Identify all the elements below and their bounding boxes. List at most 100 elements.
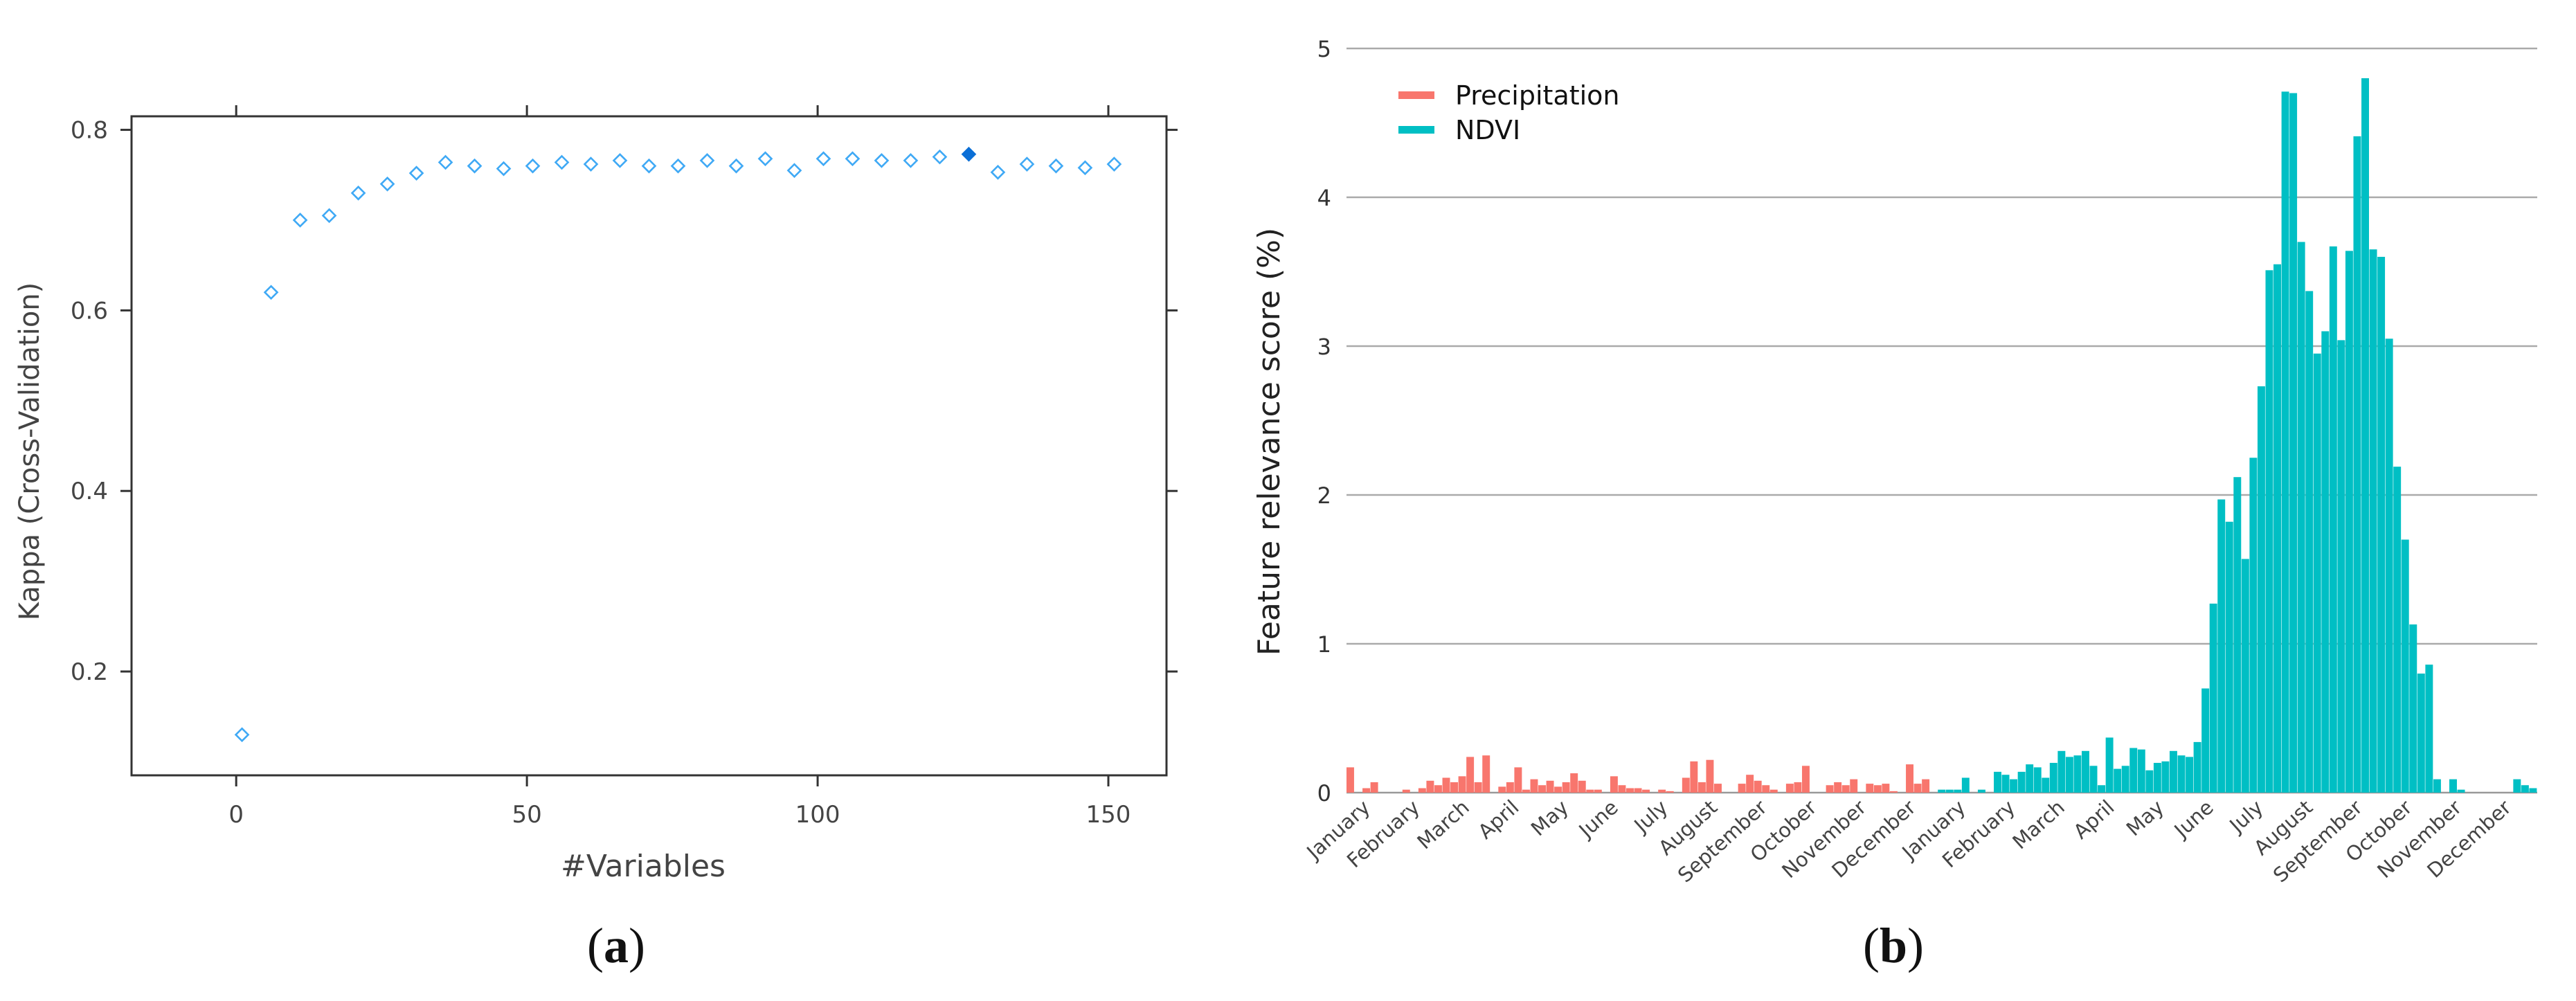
panel-a-point bbox=[583, 156, 599, 172]
precipitation-bar bbox=[1658, 789, 1666, 793]
panel-b-y-tick-label: 2 bbox=[1317, 483, 1331, 509]
ndvi-bar bbox=[2017, 771, 2026, 793]
panel-b-y-axis-label: Feature relevance score (%) bbox=[1252, 228, 1287, 656]
panel-b-bars bbox=[1346, 78, 2537, 793]
ndvi-bar bbox=[2026, 764, 2034, 793]
precipitation-bar bbox=[1530, 779, 1538, 793]
ndvi-bar bbox=[2529, 788, 2537, 793]
ndvi-bar bbox=[2057, 750, 2066, 793]
ndvi-bar bbox=[2217, 499, 2226, 793]
panel-a-x-tick-label: 150 bbox=[1086, 801, 1131, 829]
precipitation-bar bbox=[1546, 780, 1554, 793]
ndvi-bar bbox=[2121, 766, 2129, 793]
precipitation-bar bbox=[1474, 782, 1482, 793]
ndvi-bar bbox=[2129, 748, 2138, 793]
panel-a-caption: (a) bbox=[587, 918, 645, 973]
panel-b-caption-letter: b bbox=[1880, 918, 1907, 973]
ndvi-bar bbox=[2114, 768, 2122, 793]
precipitation-bar bbox=[1506, 782, 1514, 793]
panel-a-point bbox=[1048, 158, 1064, 174]
ndvi-bar bbox=[2241, 559, 2249, 793]
panel-b-y-tick-label: 0 bbox=[1317, 780, 1331, 806]
ndvi-bar bbox=[2401, 539, 2409, 793]
panel-a-point bbox=[234, 727, 250, 743]
precipitation-bar bbox=[1746, 775, 1754, 793]
ndvi-bar bbox=[2313, 353, 2321, 793]
ndvi-bar bbox=[2033, 767, 2042, 793]
panel-a-y-tick-label: 0.4 bbox=[71, 478, 108, 505]
precipitation-bar bbox=[1570, 773, 1578, 793]
panel-a-point bbox=[321, 208, 337, 224]
precipitation-bar bbox=[1794, 782, 1802, 793]
precipitation-bar bbox=[1913, 784, 1922, 793]
ndvi-bar bbox=[2417, 674, 2425, 793]
ndvi-bar bbox=[2209, 603, 2217, 793]
ndvi-bar bbox=[1977, 789, 1985, 793]
panel-a-point bbox=[728, 158, 744, 174]
panel-a-point bbox=[670, 158, 686, 174]
precipitation-bar bbox=[1346, 767, 1354, 793]
precipitation-bar bbox=[1578, 780, 1586, 793]
precipitation-bar bbox=[1769, 789, 1778, 793]
precipitation-bar bbox=[1610, 776, 1618, 793]
precipitation-bar bbox=[1801, 766, 1810, 793]
precipitation-bar bbox=[1426, 780, 1434, 793]
ndvi-bar bbox=[2186, 757, 2194, 793]
ndvi-bar bbox=[2065, 757, 2073, 793]
precipitation-bar bbox=[1873, 785, 1882, 793]
ndvi-bar bbox=[2289, 93, 2298, 793]
panel-a-point bbox=[845, 151, 861, 167]
ndvi-bar bbox=[2369, 249, 2377, 793]
precipitation-bar bbox=[1482, 755, 1490, 793]
precipitation-bar bbox=[1666, 791, 1674, 793]
panel-b-y-tick-label: 5 bbox=[1317, 36, 1331, 62]
ndvi-bar bbox=[2329, 246, 2337, 793]
panel-a-kappa-chart: 0 50 100 150 0.2 0.4 0.6 0.8 Kappa (Cross-Valid… bbox=[14, 105, 1178, 973]
panel-a-y-tick-label: 0.8 bbox=[71, 117, 108, 145]
ndvi-bar bbox=[1994, 771, 2001, 793]
precipitation-bar bbox=[1562, 782, 1570, 793]
precipitation-bar bbox=[1458, 776, 1466, 793]
panel-a-y-tick-label: 0.2 bbox=[71, 658, 108, 686]
precipitation-bar bbox=[1889, 791, 1898, 793]
panel-b-y-tick-label: 1 bbox=[1317, 631, 1331, 658]
ndvi-bar bbox=[2321, 331, 2330, 793]
precipitation-bar bbox=[1594, 789, 1602, 793]
panel-a-point bbox=[932, 149, 948, 165]
precipitation-bar bbox=[1554, 786, 1562, 793]
ndvi-bar bbox=[2425, 665, 2433, 793]
ndvi-bar bbox=[2098, 785, 2106, 793]
panel-b-caption-close: ) bbox=[1907, 918, 1924, 973]
panel-a-x-axis-label: #Variables bbox=[561, 849, 726, 884]
ndvi-bar bbox=[2042, 777, 2050, 793]
ndvi-bar bbox=[2273, 264, 2282, 793]
ndvi-bar bbox=[2457, 789, 2465, 793]
panel-a-x-tick-label: 50 bbox=[512, 801, 541, 829]
precipitation-bar bbox=[1642, 789, 1650, 793]
ndvi-bar bbox=[2105, 737, 2114, 793]
panel-a-point bbox=[903, 153, 919, 168]
precipitation-bar bbox=[1697, 782, 1706, 793]
panel-b-caption-open: ( bbox=[1863, 918, 1880, 973]
panel-b-legend: Precipitation NDVI bbox=[1398, 80, 1620, 145]
ndvi-bar bbox=[2177, 755, 2186, 793]
precipitation-bar bbox=[1922, 779, 1930, 793]
ndvi-bar bbox=[2233, 477, 2242, 793]
precipitation-bar bbox=[1402, 789, 1410, 793]
panel-b-y-ticks: 0 1 2 3 4 5 bbox=[1317, 36, 1331, 806]
panel-a-caption-letter: a bbox=[604, 918, 629, 973]
panel-a-point bbox=[699, 153, 715, 168]
precipitation-bar bbox=[1626, 788, 1634, 793]
ndvi-bar bbox=[2257, 386, 2265, 793]
precipitation-bar bbox=[1370, 782, 1378, 793]
panel-a-point bbox=[786, 163, 802, 179]
ndvi-bar bbox=[1961, 777, 1970, 793]
ndvi-bar bbox=[2089, 766, 2098, 793]
ndvi-bar bbox=[2073, 755, 2082, 793]
ndvi-bar bbox=[2409, 624, 2417, 793]
precipitation-bar bbox=[1538, 785, 1546, 793]
panel-a-point bbox=[292, 213, 308, 228]
precipitation-bar bbox=[1834, 782, 1842, 793]
